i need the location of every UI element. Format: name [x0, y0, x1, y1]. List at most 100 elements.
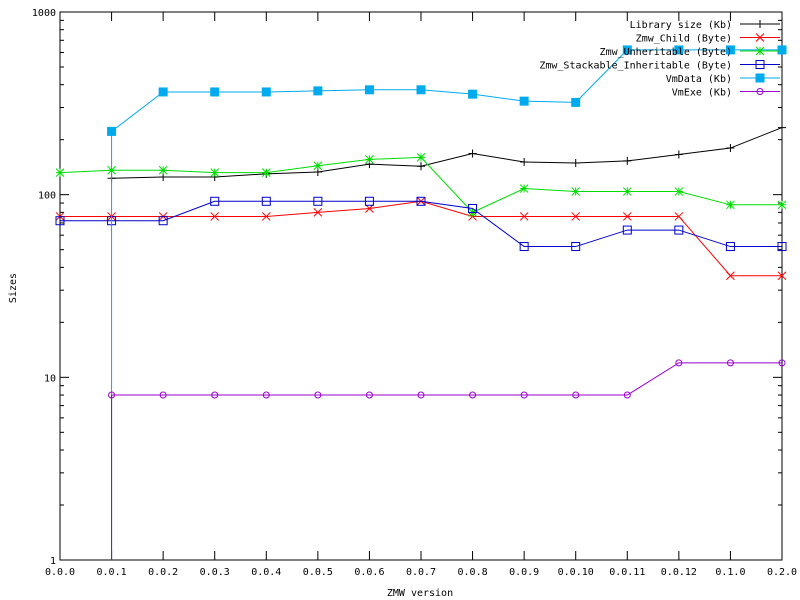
- data-point: [778, 123, 786, 132]
- data-point: [211, 391, 219, 399]
- data-point: [571, 212, 581, 221]
- data-point: [726, 359, 734, 367]
- data-point: [261, 196, 271, 206]
- data-point: [417, 162, 425, 171]
- data-point: [365, 391, 373, 399]
- x-axis-ticks: 0.0.0 0.0.1 0.0.2 0.0.3 0.0.4 0.0.5 0.0.6 0.0.7…: [45, 12, 797, 578]
- data-point: [364, 85, 374, 95]
- data-point: [622, 187, 632, 196]
- data-point: [622, 212, 632, 221]
- data-point: [519, 184, 529, 193]
- y-tick-label: 1000: [32, 8, 56, 19]
- data-point: [674, 212, 684, 221]
- data-point: [622, 225, 632, 235]
- x-tick-label: 0.0.3: [200, 567, 230, 578]
- legend-marker: [755, 60, 765, 69]
- data-point: [416, 85, 426, 95]
- data-point: [520, 157, 529, 166]
- data-point: [417, 391, 425, 399]
- data-point: [210, 87, 220, 97]
- x-tick-label: 0.1.0: [715, 567, 745, 578]
- data-point: [468, 89, 478, 99]
- data-point: [468, 203, 478, 213]
- y-axis-ticks: 1 10 100 1000: [32, 8, 782, 567]
- data-point: [725, 242, 735, 252]
- data-point: [777, 271, 787, 281]
- series-line: [111, 127, 783, 179]
- data-point: [519, 212, 529, 221]
- data-point: [314, 391, 322, 399]
- data-point: [313, 161, 323, 171]
- legend-label: VmData (Kb): [666, 74, 732, 85]
- series-1: [55, 196, 787, 281]
- data-point: [158, 87, 168, 97]
- data-point: [777, 200, 787, 210]
- data-point: [210, 196, 220, 206]
- data-point: [571, 97, 581, 107]
- legend-marker: [756, 20, 764, 28]
- data-point: [159, 391, 167, 399]
- data-point: [777, 45, 787, 55]
- data-point: [726, 271, 735, 281]
- data-point: [159, 172, 168, 181]
- legend-marker: [755, 33, 765, 42]
- data-point: [158, 216, 168, 226]
- data-point: [725, 45, 735, 55]
- series-4: [107, 45, 787, 560]
- legend-marker: [755, 73, 765, 83]
- data-point: [622, 45, 632, 55]
- data-point: [108, 391, 116, 399]
- x-tick-label: 0.0.5: [303, 567, 333, 578]
- series-3: [55, 196, 787, 252]
- x-tick-label: 0.0.4: [251, 567, 281, 578]
- series-5: [108, 359, 786, 560]
- data-point: [313, 208, 323, 217]
- data-point: [674, 187, 684, 196]
- data-point: [571, 242, 581, 252]
- x-tick-label: 0.0.6: [354, 567, 384, 578]
- data-point: [210, 168, 220, 177]
- data-point: [364, 196, 374, 206]
- data-point: [623, 156, 632, 165]
- legend-label: VmExe (Kb): [672, 88, 732, 99]
- data-point: [469, 391, 477, 399]
- data-point: [572, 391, 580, 399]
- x-tick-label: 0.2.0: [767, 567, 797, 578]
- data-point: [261, 212, 271, 221]
- series-line: [111, 362, 782, 560]
- series-line: [111, 49, 782, 560]
- data-point: [571, 159, 580, 168]
- x-axis-label: ZMW version: [387, 588, 453, 599]
- data-point: [674, 225, 684, 235]
- data-point: [778, 359, 786, 367]
- x-tick-label: 0.0.12: [661, 567, 697, 578]
- data-point: [674, 150, 683, 159]
- y-tick-label: 100: [38, 191, 56, 202]
- x-tick-label: 0.0.11: [609, 567, 645, 578]
- data-point: [261, 168, 271, 177]
- data-point: [158, 165, 168, 175]
- series-0: [107, 123, 786, 183]
- data-point: [675, 359, 683, 367]
- data-point: [468, 149, 477, 158]
- x-tick-label: 0.0.10: [558, 567, 594, 578]
- data-point: [416, 196, 426, 206]
- series-layer: [55, 45, 787, 560]
- legend-label: Zmw_Stackable_Inheritable (Byte): [539, 61, 732, 72]
- x-tick-label: 0.0.7: [406, 567, 436, 578]
- data-point: [777, 242, 787, 252]
- series-line: [60, 200, 782, 277]
- y-tick-label: 10: [44, 373, 56, 384]
- data-point: [365, 204, 374, 213]
- data-point: [55, 168, 65, 177]
- legend-marker: [755, 46, 765, 56]
- y-tick-label: 1: [50, 556, 56, 567]
- data-point: [674, 45, 684, 55]
- legend-marker: [756, 88, 764, 95]
- data-point: [210, 212, 220, 221]
- data-point: [107, 126, 117, 136]
- data-point: [726, 144, 735, 153]
- x-tick-label: 0.0.1: [97, 567, 127, 578]
- x-tick-label: 0.0.9: [509, 567, 539, 578]
